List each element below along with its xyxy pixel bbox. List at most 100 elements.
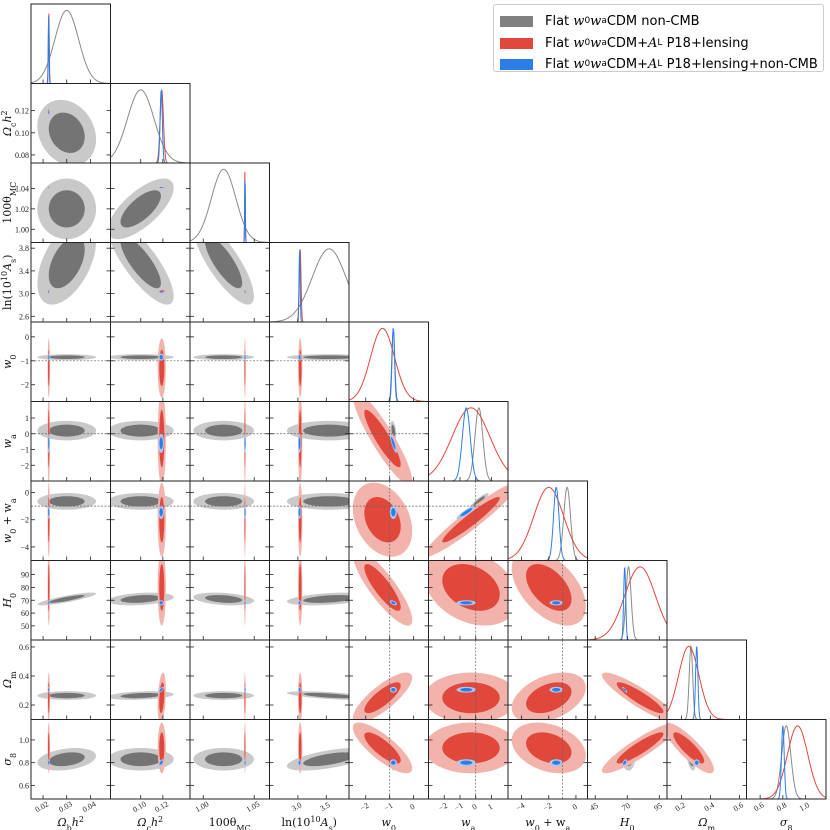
- axis-label-part: σ: [1, 758, 14, 766]
- y-tick-label: −2: [20, 516, 29, 525]
- contour-68: [48, 760, 50, 765]
- contour-panel: [348, 560, 429, 641]
- y-tick-label: 1.0: [19, 736, 29, 745]
- legend-text: w: [590, 56, 602, 72]
- contour-68: [616, 732, 664, 764]
- contour-68: [694, 760, 699, 765]
- panel-content: [511, 560, 586, 640]
- y-tick-label: 70: [21, 596, 29, 605]
- panel-frame: [269, 321, 350, 402]
- axis-label-part: Ω: [1, 679, 14, 689]
- contour-68: [391, 437, 396, 450]
- legend-item-non-cmb: Flat w 0 w a CDM non-CMB: [500, 12, 700, 30]
- axis-label-part: a: [565, 824, 570, 830]
- y-tick-label: −4: [20, 543, 29, 552]
- panel-content: [110, 560, 174, 626]
- legend-text: CDM non-CMB: [606, 13, 700, 29]
- panel-content: [110, 672, 174, 720]
- contour-panel: [110, 560, 191, 641]
- contour-panel: [269, 401, 350, 482]
- contour-68: [48, 110, 50, 114]
- panel-content: [349, 481, 429, 561]
- contour-68: [298, 355, 301, 360]
- axis-label-part: Ω: [136, 816, 146, 829]
- contour-panel: [507, 560, 588, 641]
- panel-content: [31, 482, 111, 557]
- panel-content: [37, 242, 97, 305]
- contour-panel: [348, 401, 429, 482]
- contour-68: [442, 732, 500, 764]
- y-axis-label: 100θMC: [1, 182, 18, 224]
- marginal-panel: 0.6 0.8 1.0: [746, 719, 827, 813]
- x-tick-label: −2: [542, 801, 554, 813]
- contour-68: [48, 732, 50, 764]
- axis-label-part: w: [381, 816, 391, 829]
- axis-label-part: 0: [9, 593, 18, 598]
- contour-68: [552, 760, 561, 765]
- contour-68: [120, 190, 161, 228]
- contour-68: [244, 564, 246, 611]
- panel-frame: [30, 321, 111, 402]
- panel-content: [601, 672, 667, 720]
- panel-content: [349, 401, 429, 481]
- axis-label-part: c: [146, 824, 151, 830]
- axis-label-part: + w: [540, 816, 566, 829]
- contour-panel: −4 −2 0: [507, 719, 588, 813]
- panel-content: [352, 640, 413, 720]
- axis-label-part: 0: [630, 824, 635, 830]
- axis-label-part: c: [9, 122, 18, 127]
- marginal-curve: [667, 646, 747, 720]
- marginal-curve: [349, 327, 429, 402]
- y-tick-label: 0.6: [19, 643, 29, 652]
- marginal-curve: [190, 171, 270, 243]
- marginal-panel: [189, 162, 270, 243]
- y-axis-label: Ωm: [1, 671, 18, 689]
- axis-label-part: ln(10: [1, 281, 14, 310]
- contour-68: [244, 760, 246, 765]
- marginal-curve: [746, 725, 826, 799]
- contour-68: [616, 682, 664, 714]
- legend-text: CDM+: [606, 56, 649, 72]
- contour-panel: [189, 480, 270, 561]
- axis-label-part: ): [333, 816, 337, 829]
- legend-text: w: [590, 13, 602, 29]
- contour-panel: [189, 242, 270, 323]
- panel-frame: [110, 480, 191, 561]
- panel-content: [110, 482, 190, 557]
- axis-label-part: 0: [9, 529, 18, 534]
- panel-content: [428, 407, 508, 481]
- legend-swatch: [500, 58, 533, 70]
- panel-frame: [269, 480, 350, 561]
- panel-content: [286, 560, 349, 626]
- marginal-curve: [508, 486, 588, 561]
- legend-text: Flat: [545, 56, 574, 72]
- axis-label-part: 100θ: [1, 196, 14, 224]
- panel-content: [428, 560, 508, 640]
- contour-panel: [110, 321, 191, 402]
- contour-68: [442, 497, 500, 543]
- contour-68: [460, 601, 473, 605]
- panel-frame: [30, 480, 111, 561]
- x-tick-label: 45: [588, 801, 599, 813]
- contour-68: [48, 601, 50, 605]
- contour-panel: 0.08 0.10 0.12: [15, 83, 111, 164]
- x-tick-label: −1: [383, 801, 395, 813]
- panel-content: [37, 672, 97, 720]
- y-tick-label: 50: [21, 622, 29, 631]
- contour-panel: [189, 401, 270, 482]
- axis-label-part: 2: [0, 110, 9, 115]
- x-tick-label: −2: [359, 801, 371, 813]
- contour-68: [120, 424, 161, 437]
- y-tick-label: −1: [20, 446, 29, 455]
- contour-panel: [110, 401, 191, 482]
- contour-panel: [269, 560, 350, 641]
- legend: Flat w 0 w a CDM non-CMB Flat w 0 w a CDM+ A L P18…: [493, 4, 824, 72]
- legend-text: a: [601, 16, 607, 26]
- x-tick-label: 0: [470, 802, 478, 812]
- y-tick-label: −2: [20, 381, 29, 390]
- panel-frame: [30, 3, 111, 84]
- legend-item-p18-lensing-non-cmb: Flat w 0 w a CDM+ A L P18+lensing+non-CMB: [500, 55, 818, 73]
- contour-panel: 0.2 0.4 0.6: [666, 719, 747, 813]
